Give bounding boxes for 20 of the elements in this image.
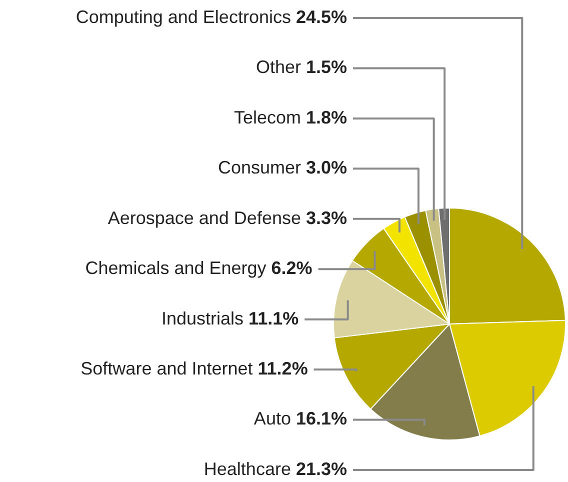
data-label: 11.1% <box>248 308 299 328</box>
slice-label: Healthcare <box>204 458 296 479</box>
data-label: 1.5% <box>306 57 348 78</box>
slice-label: Chemicals and Energy <box>85 258 272 278</box>
data-label: 6.2% <box>271 258 312 278</box>
slice-label: Telecom <box>234 107 306 128</box>
data-label: 1.8% <box>306 107 348 128</box>
data-label: 3.0% <box>306 158 348 178</box>
slice-label: Industrials <box>162 308 249 328</box>
slice-label: Consumer <box>218 158 306 178</box>
slice-label: Other <box>256 57 306 78</box>
slice-label: Auto <box>254 408 296 429</box>
data-label: 3.3% <box>306 208 348 228</box>
data-label: 16.1% <box>296 408 348 429</box>
slice-label: Aerospace and Defense <box>108 208 306 228</box>
slice-label: Software and Internet <box>80 358 258 379</box>
data-label: 24.5% <box>296 6 348 27</box>
data-label: 21.3% <box>296 458 348 479</box>
slice-label: Computing and Electronics <box>76 6 296 27</box>
data-label: 11.2% <box>258 358 308 379</box>
